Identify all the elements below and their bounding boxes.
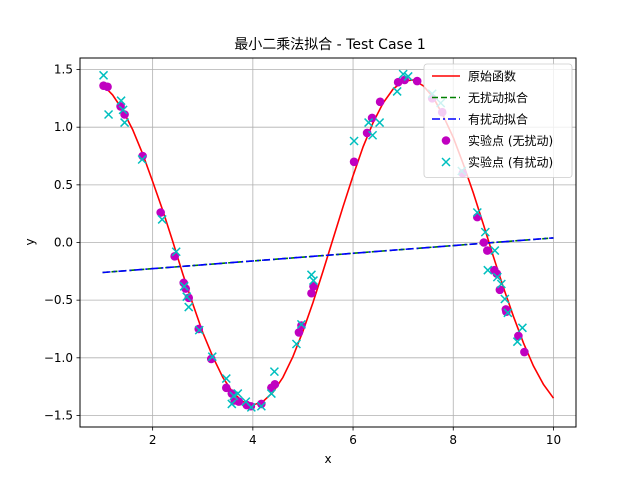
data-point-circle [309,282,318,291]
data-point-x [375,118,385,128]
data-point-x [171,247,181,257]
data-point-circle [297,321,306,330]
data-point-x [364,118,374,128]
data-point-x [308,276,319,286]
data-point-circle [473,212,482,222]
data-point-x [194,325,204,335]
x-axis-label: x [324,452,331,466]
data-point-x [256,401,266,411]
data-point-circle [520,347,529,357]
data-point-x [368,130,378,140]
legend-label: 有扰动拟合 [468,112,528,127]
legend-entry: 实验点 (有扰动) [441,155,553,170]
data-point-x [184,302,194,312]
y-tick-label: −0.5 [44,293,73,307]
plot-area [99,69,555,412]
data-point-circle [170,252,179,261]
data-point-x [490,246,500,256]
y-tick-label: 0.0 [54,236,73,250]
data-point-x [99,70,109,80]
y-tick-label: −1.5 [44,408,73,422]
data-point-x [207,352,217,362]
data-point-x [269,367,279,377]
data-point-circle [479,238,489,247]
data-point-x [503,308,513,318]
legend-entry: 有扰动拟合 [432,112,528,127]
legend-entry: 原始函数 [432,69,516,84]
data-point-x [157,214,167,224]
data-point-circle [483,246,492,255]
series-line-3 [102,237,554,274]
data-point-x [221,374,231,384]
data-point-circle [156,208,165,217]
data-point-circle [307,288,316,298]
data-point-x [120,118,130,128]
data-point-x [182,292,192,302]
data-point-x [118,105,128,115]
y-axis-ticks: −1.5 −1.0 −0.5 0.0 0.5 1.0 1.5 [44,63,80,422]
data-point-x [233,389,243,399]
data-point-x [104,109,114,120]
data-point-x [296,319,306,329]
data-point-circle [270,380,280,389]
y-tick-label: 1.5 [54,63,73,77]
data-point-circle [349,157,359,167]
data-point-x [403,71,413,81]
data-point-x [137,154,147,165]
data-point-x [266,389,276,399]
legend-label: 无扰动拟合 [468,90,528,105]
x-axis-ticks: 2 4 6 8 10 [149,427,561,447]
legend-label: 原始函数 [468,69,516,84]
legend-entry: 无扰动拟合 [432,90,528,105]
data-point-circle [103,82,112,92]
data-point-circle [412,76,422,86]
data-point-x [480,227,490,237]
data-point-x [246,402,256,412]
data-point-x [291,339,301,349]
data-point-circle [375,97,385,107]
data-point-circle [294,328,304,337]
y-axis-label: y [23,238,37,245]
data-point-circle [120,110,129,119]
grid-lines [80,58,576,427]
legend-label: 实验点 (无扰动) [468,133,553,148]
x-tick-label: 10 [546,433,561,447]
data-point-x [517,323,527,333]
data-point-x [398,69,408,79]
data-point-x [492,272,502,282]
x-tick-label: 6 [349,433,357,447]
data-point-circle [393,77,403,87]
data-point-x [512,337,522,347]
x-tick-label: 2 [149,433,157,447]
data-point-x [116,96,126,106]
data-point-x [306,270,316,280]
x-tick-label: 4 [249,433,257,447]
data-point-circle [221,383,231,393]
data-point-x [483,265,493,275]
y-tick-label: 1.0 [54,120,73,134]
data-point-circle [362,128,372,138]
data-point-x [500,294,510,304]
legend-box [423,63,573,178]
data-point-x [472,207,482,218]
data-point-circle [257,399,266,409]
y-tick-label: 0.5 [54,178,73,192]
legend-entry: 实验点 (无扰动) [441,133,553,148]
data-point-x [227,399,237,409]
data-point-circle [367,113,377,123]
y-tick-label: −1.0 [44,351,73,365]
data-point-x [349,136,359,146]
x-tick-label: 8 [449,433,457,447]
data-point-circle [495,285,505,295]
chart-title: 最小二乘法拟合 - Test Case 1 [234,37,426,53]
data-point-x [496,279,506,289]
data-point-x [179,281,189,291]
data-point-x [392,86,402,96]
legend-label: 实验点 (有扰动) [468,155,553,170]
